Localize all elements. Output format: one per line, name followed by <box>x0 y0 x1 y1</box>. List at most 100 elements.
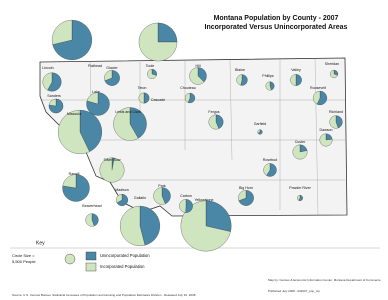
pie-incorporated <box>48 98 57 107</box>
pie-incorporated <box>265 81 272 91</box>
pie-incorporated <box>257 129 261 134</box>
pie-incorporated <box>116 194 123 204</box>
pie-incorporated <box>263 163 271 176</box>
county-name: Missoula <box>67 112 81 116</box>
pie-unincorporated <box>215 114 224 129</box>
county-name: Chouteau <box>180 86 196 90</box>
pie-unincorporated <box>52 19 92 61</box>
county-name: Hill <box>196 64 201 68</box>
pie-unincorporated <box>104 70 120 86</box>
key-circle <box>64 253 76 265</box>
key-title: Key <box>36 240 45 246</box>
county-name: Valley <box>291 68 301 72</box>
pie-incorporated <box>42 72 53 91</box>
pie-unincorporated <box>266 163 277 177</box>
pie-incorporated <box>153 187 166 205</box>
pie-unincorporated <box>335 115 343 129</box>
legend-label: Unincorporated Population <box>100 253 150 258</box>
county-name: Flathead <box>88 64 102 68</box>
county-name: Yellowstone <box>194 198 213 202</box>
pie-incorporated <box>147 69 157 79</box>
pie-unincorporated <box>240 74 248 86</box>
pie-incorporated <box>329 115 339 129</box>
county-name: Lake <box>92 90 100 94</box>
pie-unincorporated <box>205 200 232 232</box>
credit: Published July 2008 - tbl2007_pop_mp <box>268 289 320 293</box>
pie-incorporated <box>86 92 99 105</box>
county-name: Beaverhead <box>82 204 101 208</box>
county-name: Silver Bow <box>104 158 121 162</box>
pie-incorporated <box>236 74 243 86</box>
pie-incorporated <box>189 67 205 85</box>
county-name: Rosebud <box>263 158 277 162</box>
county-name: Blaine <box>235 68 245 72</box>
pie-incorporated <box>319 133 333 147</box>
pie-incorporated <box>180 200 231 252</box>
pie-unincorporated <box>143 92 150 104</box>
pie-incorporated <box>312 90 321 105</box>
county-name: Big Horn <box>239 186 253 190</box>
pie-unincorporated <box>316 90 328 105</box>
pie-unincorporated <box>187 92 196 104</box>
county-name: Lincoln <box>42 66 53 70</box>
pie-unincorporated <box>91 213 99 227</box>
title: Montana Population by County - 2007 <box>214 15 339 22</box>
pie-incorporated <box>208 114 220 130</box>
pie-unincorporated <box>157 22 178 43</box>
county-name: Fergus <box>208 110 219 114</box>
pie-unincorporated <box>295 74 302 86</box>
pie-unincorporated <box>129 107 147 139</box>
pie-incorporated <box>113 107 139 141</box>
county-name: Madison <box>115 188 129 192</box>
key-size-value: 5,500 People <box>12 259 36 264</box>
pie-incorporated <box>238 190 247 201</box>
pie-unincorporated <box>86 92 110 116</box>
pie-unincorporated <box>139 205 161 246</box>
county-name: Gallatin <box>134 196 146 200</box>
subtitle: Incorporated Versus Unincorporated Areas <box>205 24 348 31</box>
credit: Map by: Census & Economic Information Ce… <box>268 278 381 282</box>
pie-unincorporated <box>116 194 128 206</box>
key-size-label: Circle Size = <box>12 253 35 258</box>
pie-incorporated <box>119 205 146 246</box>
pie-incorporated <box>62 174 77 189</box>
pie-unincorporated <box>79 110 102 152</box>
pie-unincorporated <box>197 67 207 83</box>
county-name: Ravalli <box>69 172 80 176</box>
county-name: Sheridan <box>325 62 339 66</box>
pie-incorporated <box>297 195 301 201</box>
pie-incorporated <box>179 199 187 213</box>
pie-unincorporated <box>185 199 193 213</box>
county-name: Powder River <box>289 186 311 190</box>
county-name: Sanders <box>47 94 61 98</box>
pie-incorporated <box>138 92 145 104</box>
pie-unincorporated <box>47 72 62 92</box>
pie-incorporated <box>290 74 297 86</box>
pie-incorporated <box>99 157 125 183</box>
pie-incorporated <box>138 22 178 62</box>
county-name: Custer <box>295 140 306 144</box>
pie-incorporated <box>58 110 90 154</box>
county-name: Dawson <box>320 128 333 132</box>
pie-unincorporated <box>161 187 171 205</box>
county-name: Teton <box>138 86 147 90</box>
legend-label: Incorporated Population <box>100 264 145 269</box>
county-name: Richland <box>329 110 343 114</box>
pie-incorporated <box>51 19 73 45</box>
county-name: Garfield <box>254 122 267 126</box>
pie-incorporated <box>329 69 338 79</box>
pie-incorporated <box>85 213 95 227</box>
legend-swatch <box>85 262 97 272</box>
source: Source: U.S. Census Bureau, Statistical … <box>12 293 196 297</box>
county-name: Carbon <box>180 194 192 198</box>
pie-incorporated <box>104 70 113 81</box>
county-name: Roosevelt <box>310 86 326 90</box>
county-name: Cascade <box>151 98 165 102</box>
pie-incorporated <box>184 92 191 103</box>
legend-swatch <box>85 251 97 261</box>
county-name: Toole <box>146 64 155 68</box>
county-name: Lewis and Clark <box>115 110 141 114</box>
county-name: Glacier <box>106 66 118 70</box>
pie-unincorporated <box>238 190 254 206</box>
